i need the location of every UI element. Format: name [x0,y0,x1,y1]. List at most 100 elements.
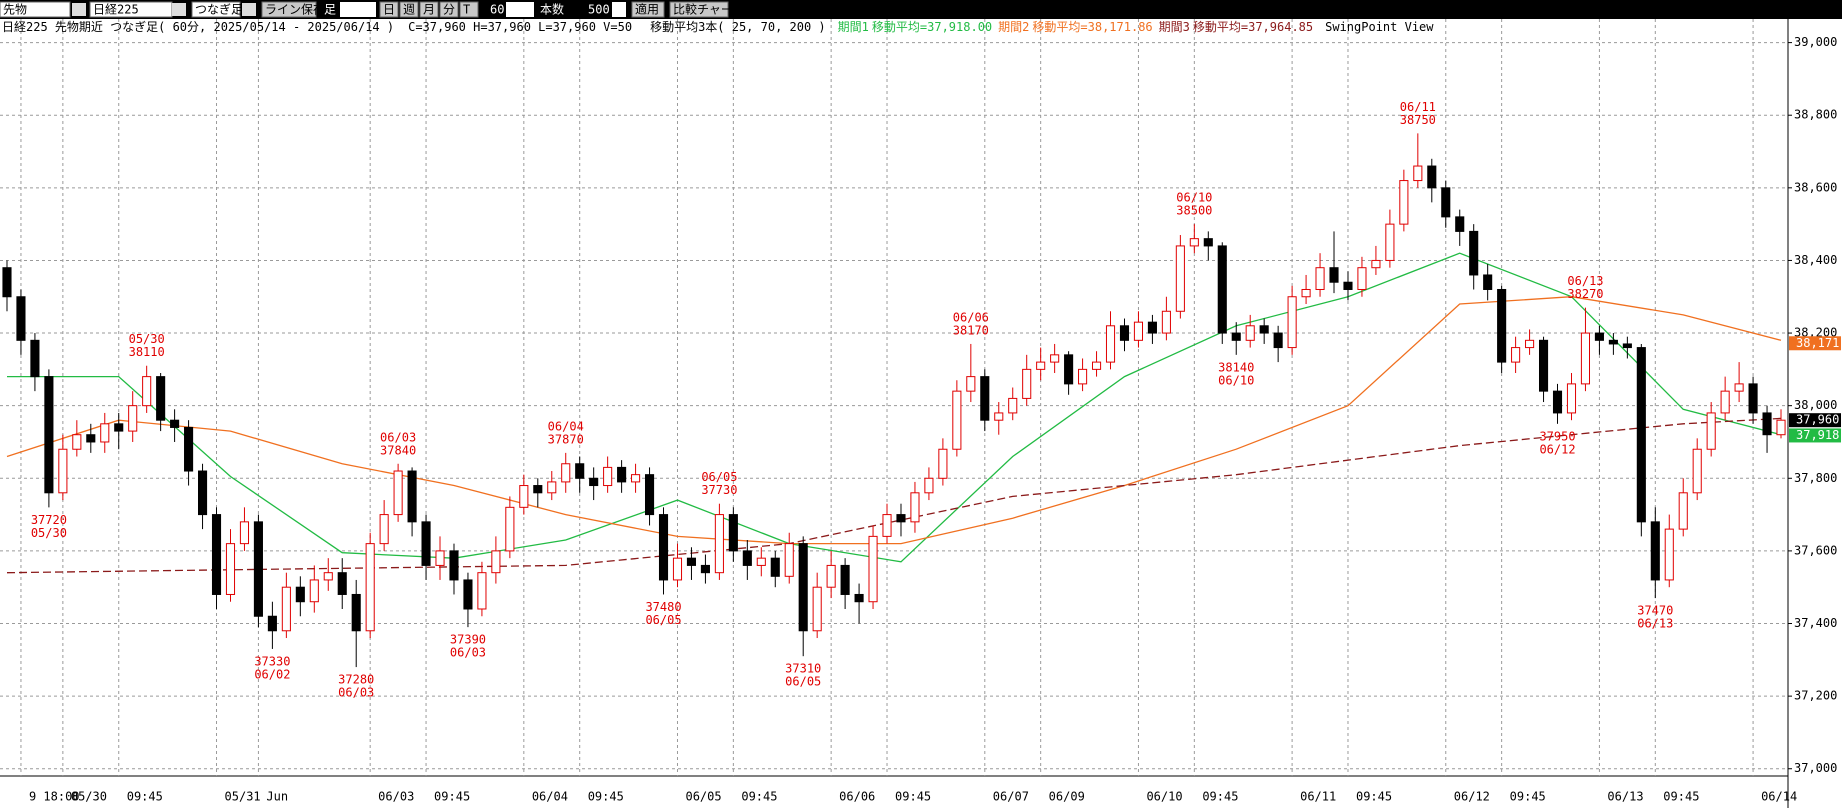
candle-body [1259,325,1269,334]
x-tick-label: 06/09 [1049,790,1085,804]
swing-date: 06/02 [254,667,290,681]
control[interactable] [0,1,71,18]
dropdown[interactable] [172,3,186,16]
header-text: 移動平均=38,171.86 [1032,20,1152,34]
x-tick-label: 06/03 [378,790,414,804]
input[interactable] [506,2,534,17]
candle-body [1566,383,1577,414]
candle-body [1357,267,1367,290]
y-tick-label: 37,200 [1794,689,1837,703]
dropdown[interactable] [242,3,256,16]
y-tick-label: 38,200 [1794,326,1837,340]
control-label[interactable]: 月 [423,3,435,17]
candle-body [672,557,683,581]
control[interactable] [399,1,419,18]
control[interactable] [261,1,317,18]
control[interactable] [191,1,241,18]
candle-body [58,448,68,494]
swing-date: 06/11 [1400,100,1436,114]
swing-price: 38750 [1400,113,1436,127]
dropdown[interactable] [72,3,86,16]
swing-date: 05/30 [31,526,67,540]
price-marker-label: 38,171 [1796,336,1839,350]
control-label[interactable]: 週 [403,3,415,17]
candle-body [896,514,906,523]
header-text: 移動平均=37,964.85 [1193,20,1313,34]
control-label[interactable]: 比較チャート [673,2,745,17]
control-label[interactable]: 先物 [3,3,27,17]
control[interactable] [631,1,665,18]
candle-body [756,557,766,566]
candle-body [1050,354,1060,363]
swing-price: 37470 [1637,604,1673,618]
swing-price: 37730 [701,483,737,497]
swing-date: 06/13 [1567,274,1603,288]
x-tick-label: 06/05 [685,790,721,804]
candle-body [1748,383,1758,414]
candle-body [1734,383,1744,392]
candle-body [100,423,110,443]
candle-body [575,463,585,479]
toolbar-controls: 先物 日経225 つなぎ足 ライン保存足 日週月分 T 60 本数 500 適用 比較チャート [0,1,745,18]
control-label[interactable]: つなぎ足 [195,3,243,17]
input[interactable] [340,2,376,17]
candle-body [1636,347,1646,523]
x-tick-label: 06/07 [993,790,1029,804]
control-label[interactable]: 適用 [635,2,659,17]
candle-body [1650,521,1660,581]
moving-average [7,252,1782,563]
candle-body [1008,397,1018,414]
input[interactable] [612,2,626,17]
candle-body [491,550,501,574]
x-tick-label: Jun [266,790,288,804]
candle-body [337,572,347,595]
control[interactable] [669,1,729,18]
candle-body [1608,339,1618,345]
candle-body [1273,332,1283,349]
control-label[interactable]: 日 [383,3,395,17]
header-text: 移動平均3本( 25, 70, 200 ) [650,20,826,34]
x-tick-label: 09:45 [1356,790,1392,804]
candle-body [323,572,333,581]
control[interactable] [419,1,439,18]
control-label[interactable]: 日経225 [93,3,139,17]
candle-body [156,376,166,421]
control-label[interactable]: 分 [443,3,455,17]
candle-body [1091,361,1102,370]
candle-body [1133,321,1144,341]
candle-body [184,426,194,472]
candle-body [1720,390,1730,414]
control[interactable] [439,1,459,18]
control[interactable] [379,1,399,18]
control[interactable] [459,1,479,18]
control-label[interactable]: ライン保存 [265,3,325,17]
candle-body [1161,310,1171,334]
candle-body [966,376,976,392]
candle-body [589,477,599,487]
candle-body [910,492,920,523]
swing-price: 37720 [31,513,67,527]
swing-price: 37330 [254,654,290,668]
x-tick-label: 06/06 [839,790,875,804]
price-marker [1789,413,1841,428]
candle-body [1189,238,1199,247]
candle-body [225,543,236,595]
x-tick-label: 09:45 [588,790,624,804]
y-tick-label: 38,400 [1794,253,1837,267]
candle-body [1343,281,1353,290]
y-tick-label: 38,000 [1794,398,1837,412]
x-tick-label: 09:45 [1510,790,1546,804]
candle-body [994,412,1004,421]
swing-price: 37840 [380,443,416,457]
candle-body [1078,368,1088,385]
candle-body [1287,296,1297,349]
candle-body [1301,288,1311,298]
label: 本数 [540,2,564,17]
swing-price: 37870 [548,432,584,446]
x-tick-label: 06/14 [1761,790,1797,804]
control-label[interactable]: T [463,3,470,17]
candle-body [658,514,669,581]
swing-price: 38270 [1567,287,1603,301]
swing-price: 37390 [450,633,486,647]
